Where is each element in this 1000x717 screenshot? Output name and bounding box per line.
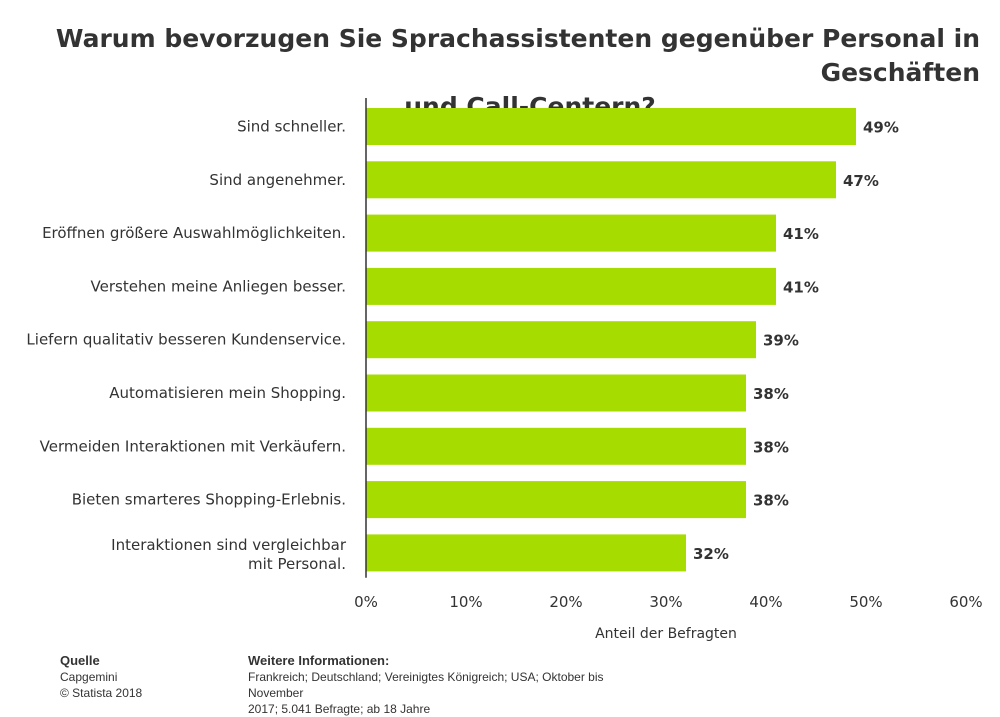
bar-3 [366, 214, 776, 252]
x-tick-label-5: 50% [849, 593, 882, 611]
info-line-2: 2017; 5.041 Befragte; ab 18 Jahre [248, 702, 431, 716]
info-heading: Weitere Informationen: [248, 653, 390, 668]
category-label-2: Sind angenehmer. [209, 171, 346, 189]
x-tick-label-0: 0% [354, 593, 378, 611]
bars-layer [366, 108, 856, 572]
bar-5 [366, 321, 756, 359]
category-label-3: Eröffnen größere Auswahlmöglichkeiten. [42, 224, 346, 242]
value-labels: 49% 47% 41% 41% 39% 38% 38% 38% 32% [693, 119, 899, 563]
category-label-5: Liefern qualitativ besseren Kundenservic… [26, 331, 346, 349]
x-tick-label-1: 10% [449, 593, 482, 611]
info-line-1: Frankreich; Deutschland; Vereinigtes Kön… [248, 670, 604, 700]
x-tick-label-6: 60% [949, 593, 982, 611]
category-label-4: Verstehen meine Anliegen besser. [91, 277, 346, 295]
category-labels: Sind schneller. Sind angenehmer. Eröffnen … [26, 118, 346, 573]
x-tick-label-4: 40% [749, 593, 782, 611]
category-label-6: Automatisieren mein Shopping. [109, 384, 346, 402]
chart-title: Warum bevorzugen Sie Sprachassistenten g… [20, 22, 980, 124]
category-label-7: Vermeiden Interaktionen mit Verkäufern. [40, 437, 346, 455]
value-label-6: 38% [753, 385, 789, 403]
bar-9 [366, 534, 686, 572]
bar-8 [366, 481, 746, 519]
x-tick-label-2: 20% [549, 593, 582, 611]
value-label-1: 49% [863, 119, 899, 137]
value-label-2: 47% [843, 172, 879, 190]
category-label-9: Interaktionen sind vergleichbar mit Perso… [111, 536, 347, 573]
bar-2 [366, 161, 836, 199]
value-label-9: 32% [693, 545, 729, 563]
footer-info: Weitere Informationen: Frankreich; Deuts… [248, 653, 648, 717]
value-label-7: 38% [753, 438, 789, 456]
source-line-2: © Statista 2018 [60, 686, 143, 700]
source-heading: Quelle [60, 653, 100, 668]
value-label-3: 41% [783, 225, 819, 243]
bar-chart: Sind schneller. Sind angenehmer. Eröffnen … [26, 98, 983, 642]
x-tick-label-3: 30% [649, 593, 682, 611]
value-label-4: 41% [783, 278, 819, 296]
category-label-1: Sind schneller. [237, 118, 346, 136]
source-line-1: Capgemini [60, 670, 118, 684]
value-label-5: 39% [763, 332, 799, 350]
bar-1 [366, 108, 856, 145]
bar-4 [366, 267, 776, 305]
bar-6 [366, 374, 746, 412]
footer-source: Quelle Capgemini © Statista 2018 [60, 653, 230, 701]
x-axis-title: Anteil der Befragten [595, 626, 737, 642]
chart-title-line-1: Warum bevorzugen Sie Sprachassistenten g… [55, 24, 980, 87]
category-label-8: Bieten smarteres Shopping-Erlebnis. [72, 491, 346, 509]
x-axis-ticks: 0% 10% 20% 30% 40% 50% 60% [354, 593, 983, 611]
value-label-8: 38% [753, 492, 789, 510]
bar-7 [366, 427, 746, 465]
